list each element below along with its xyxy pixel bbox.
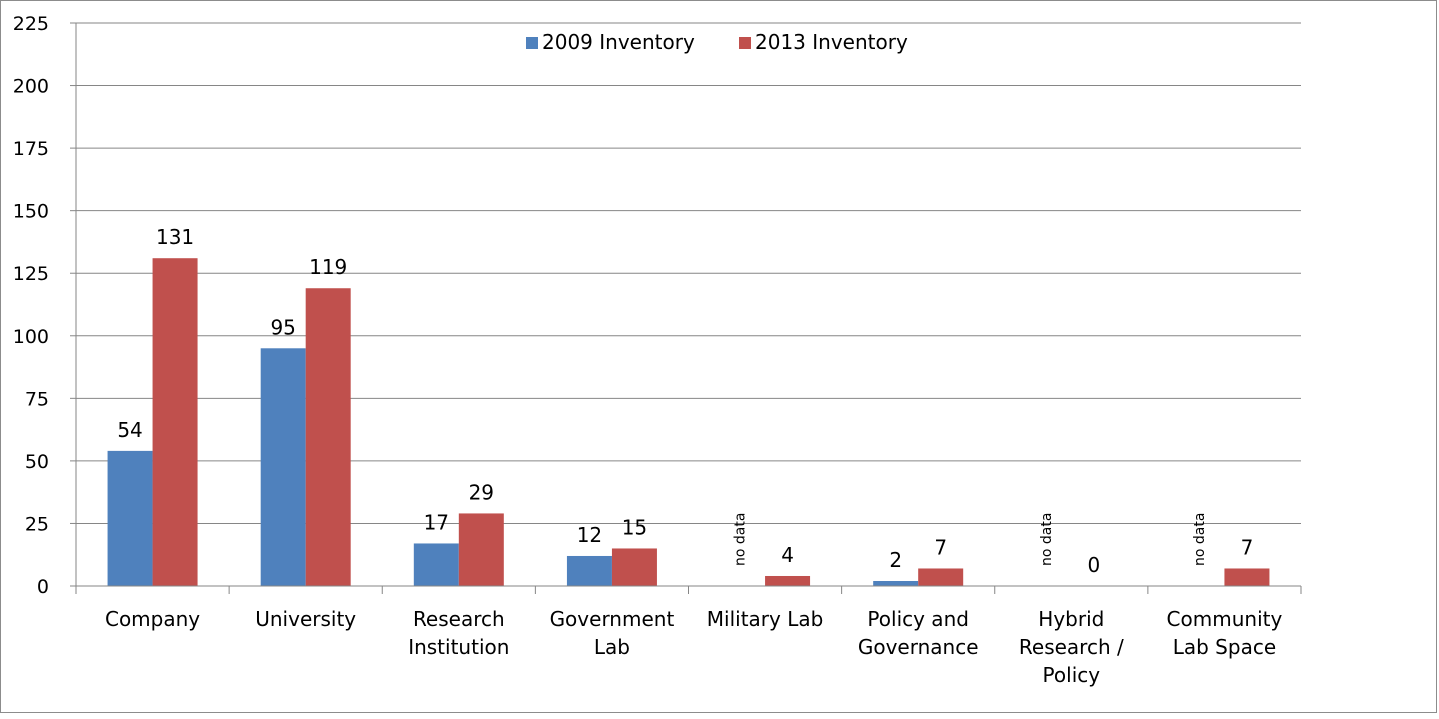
y-tick-label: 225: [13, 13, 49, 35]
bar-2013: [305, 288, 351, 586]
category-label: Lab Space: [1173, 635, 1276, 659]
data-labels: 54 131 95 119 17 29 12 15 no data 4 2 7 no data 0 no d…: [117, 225, 1253, 577]
no-data-label: no data: [1192, 513, 1208, 566]
category-label: Government: [550, 607, 675, 631]
bar-2013: [152, 258, 198, 586]
gridlines: [76, 22, 1301, 524]
category-label: Governance: [858, 635, 979, 659]
data-label: 119: [309, 255, 347, 279]
category-label: Company: [105, 607, 200, 631]
bar-2013: [611, 548, 657, 586]
data-label: 17: [424, 510, 449, 534]
y-tick-label: 100: [13, 326, 49, 348]
data-label: 4: [781, 543, 794, 567]
y-tick-label: 75: [25, 388, 49, 410]
y-tick-label: 0: [37, 576, 49, 598]
data-label: 95: [270, 315, 295, 339]
category-label: University: [255, 607, 356, 631]
y-tick-label: 125: [13, 263, 49, 285]
data-label: 54: [117, 418, 142, 442]
category-label: Hybrid: [1038, 607, 1104, 631]
legend-swatch-2013: [739, 37, 751, 49]
category-label: Institution: [408, 635, 509, 659]
category-label: Policy: [1043, 663, 1101, 687]
data-label: 15: [622, 515, 647, 539]
y-tick-label: 200: [13, 76, 49, 98]
bar-2009: [107, 450, 153, 586]
no-data-label: no data: [1039, 513, 1055, 566]
bar-2013: [1224, 568, 1270, 586]
y-tick-label: 150: [13, 201, 49, 223]
y-tick-label: 25: [25, 513, 49, 535]
bar-2009: [566, 555, 612, 586]
bar-2009: [873, 580, 919, 586]
category-label: Lab: [594, 635, 630, 659]
no-data-label: no data: [733, 513, 749, 566]
data-label: 7: [934, 535, 947, 559]
bar-2009: [413, 543, 459, 586]
bar-2009: [260, 348, 306, 586]
y-axis-ticks: 0 25 50 75 100 125 150 175 200 225: [13, 13, 49, 598]
category-label: Community: [1167, 607, 1283, 631]
legend: 2009 Inventory 2013 Inventory: [526, 30, 908, 54]
data-label: 29: [469, 480, 494, 504]
data-label: 0: [1087, 553, 1100, 577]
legend-label: 2013 Inventory: [755, 30, 908, 54]
bar-2013: [458, 513, 504, 586]
bar-2013: [918, 568, 964, 586]
category-labels: Company University Research Institution Gove…: [105, 607, 1282, 687]
category-label: Policy and: [867, 607, 969, 631]
bar-2013: [765, 575, 811, 586]
data-label: 12: [577, 523, 602, 547]
bars: [107, 258, 1270, 586]
legend-label: 2009 Inventory: [542, 30, 695, 54]
data-label: 7: [1241, 535, 1254, 559]
y-tick-label: 175: [13, 138, 49, 160]
y-tick-label: 50: [25, 451, 49, 473]
axes: [70, 22, 1302, 594]
category-label: Research: [413, 607, 505, 631]
category-label: Military Lab: [707, 607, 824, 631]
category-label: Research /: [1019, 635, 1124, 659]
data-label: 131: [156, 225, 194, 249]
data-label: 2: [889, 548, 902, 572]
legend-swatch-2009: [526, 37, 538, 49]
